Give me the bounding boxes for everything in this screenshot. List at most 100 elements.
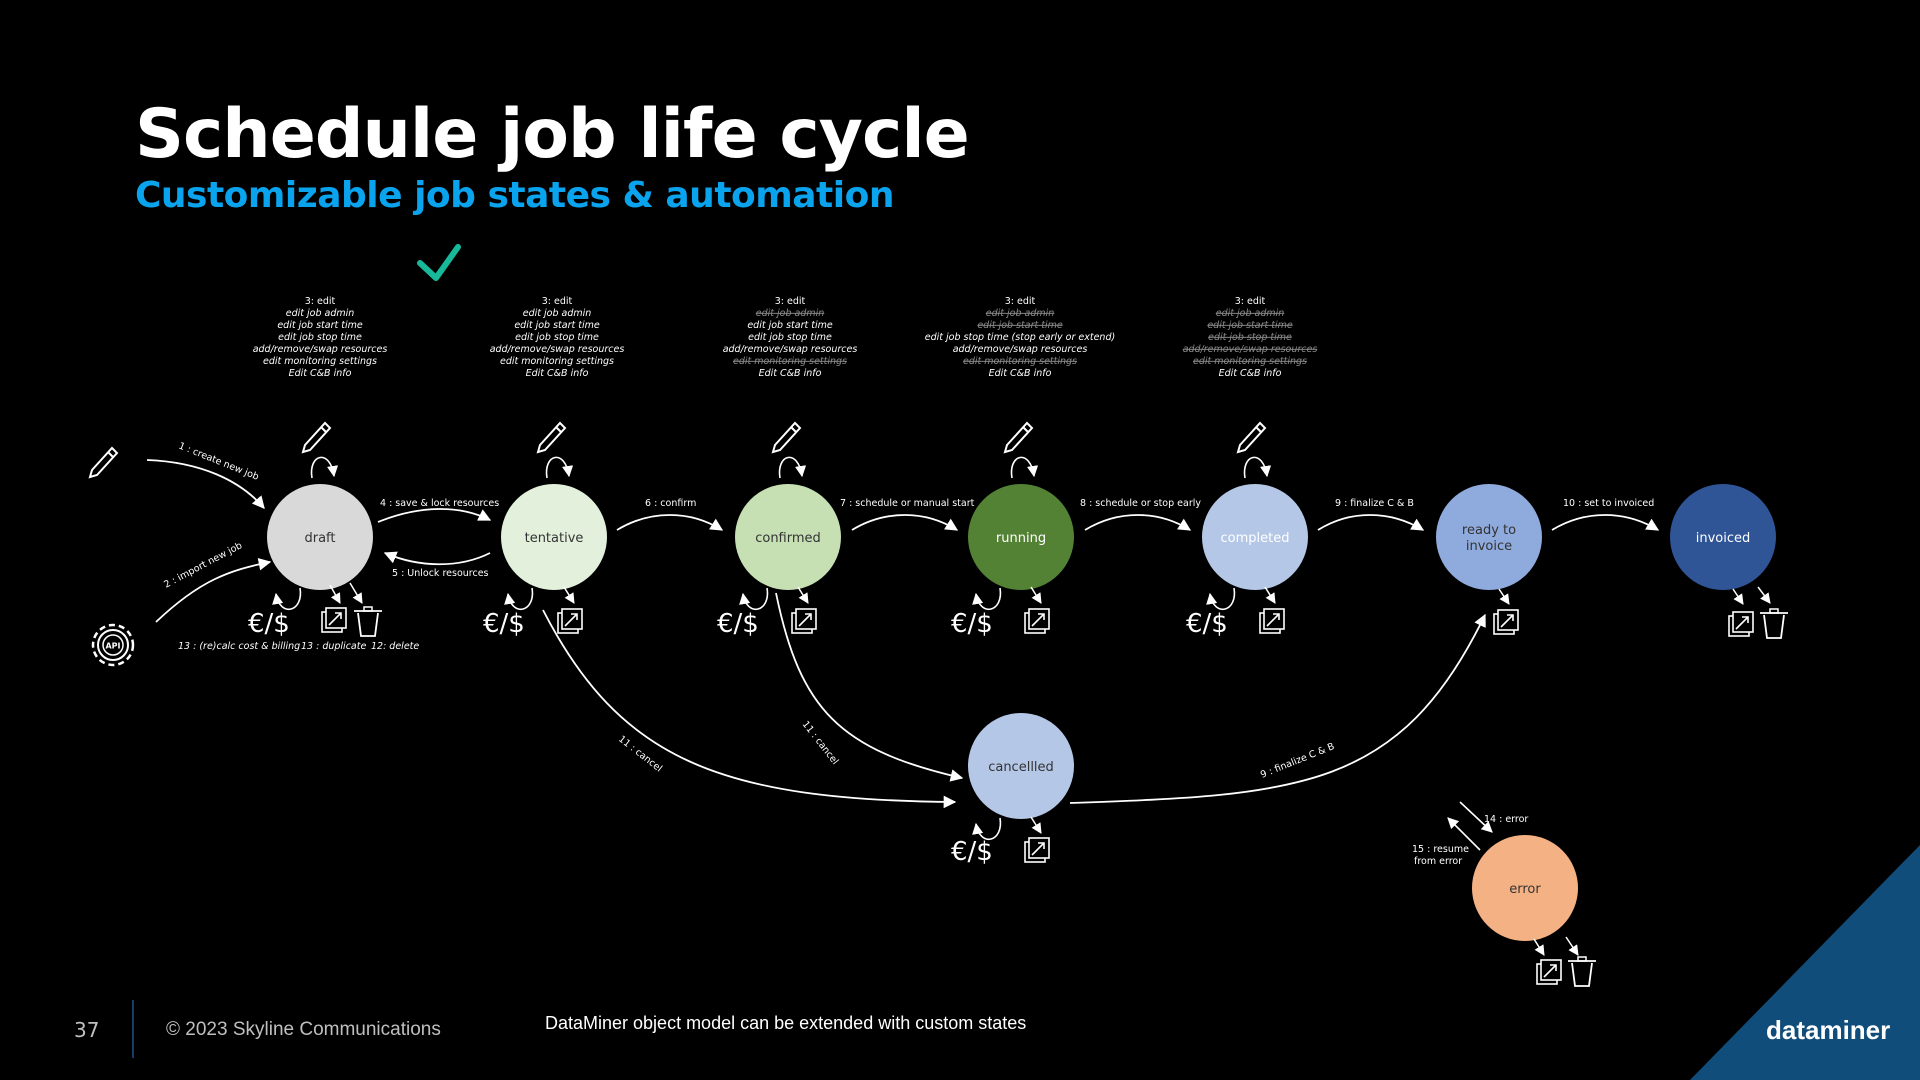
edit-loop-arrow [312,457,334,478]
state-tentative: tentative [501,484,607,590]
caption-line-struck: edit job admin [986,308,1055,319]
state-label: invoiced [1696,531,1751,546]
edge-label-schedule-stop: 8 : schedule or stop early [1080,498,1201,509]
caption-line: add/remove/swap resources [723,344,858,355]
edge-label-set-invoiced: 10 : set to invoiced [1563,498,1654,509]
caption-line: edit job start time [747,320,833,331]
footer-divider [132,1000,134,1058]
edge-save-lock [377,508,492,523]
pencil-icon [302,422,331,453]
edge-label-cancel-tentative: 11 : cancel [616,734,664,775]
duplicate-arrow [1498,588,1510,605]
caption-line: edit job stop time (stop early or extend… [925,332,1115,343]
duplicate-icon [791,608,817,634]
caption-line: 3: edit [1235,296,1266,307]
caption-line: Edit C&B info [1219,368,1282,379]
duplicate-arrow [329,584,341,604]
currency-icon: €/$ [483,609,525,639]
caption-line: Edit C&B info [989,368,1052,379]
caption-line: edit job admin [286,308,355,319]
pencil-icon [537,422,566,453]
caption-line-struck: edit monitoring settings [1193,356,1307,367]
page-title: Schedule job life cycle [135,95,970,174]
state-completed: completed [1202,484,1308,590]
pencil-icon [89,447,118,478]
edge-label-confirm: 6 : confirm [645,498,696,509]
edge-label-error: 14 : error [1484,814,1528,825]
currency-icon: €/$ [951,609,993,639]
caption-line: 3: edit [305,296,336,307]
currency-icon: €/$ [717,609,759,639]
edge-schedule-start [851,514,959,531]
duplicate-icon [1024,837,1050,863]
edit-loop-arrow [547,457,569,478]
edge-label-unlock: 5 : Unlock resources [392,568,489,579]
brand-logo: dataminer [1766,1015,1891,1045]
duplicate-icon [1259,608,1285,634]
state-running: running [968,484,1074,590]
duplicate-icon [1493,609,1519,635]
caption-line: edit monitoring settings [500,356,614,367]
duplicate-icon [1536,959,1562,985]
state-label: ready to [1462,523,1516,538]
trash-icon [1567,956,1597,987]
caption-line: Edit C&B info [759,368,822,379]
caption-line: 3: edit [1005,296,1036,307]
caption-line: 3: edit [775,296,806,307]
edge-label-save-lock: 4 : save & lock resources [380,498,499,509]
caption-line-struck: edit job start time [1207,320,1293,331]
caption-line-struck: add/remove/swap resources [1183,344,1318,355]
caption-line-struck: edit job stop time [1208,332,1292,343]
page-number: 37 [74,1018,100,1042]
caption-line: Edit C&B info [526,368,589,379]
trash-icon [353,606,383,637]
edge-import [155,558,272,623]
edge-label-schedule-start: 7 : schedule or manual start [840,498,975,509]
edge-label-create: 1 : create new job [177,441,260,483]
pencil-icon [772,422,801,453]
caption-line: edit job admin [523,308,592,319]
edge-schedule-stop [1084,514,1192,531]
recalc-loop-arrow [976,588,1000,609]
trash-icon [1759,608,1789,639]
caption-draft: 3: edit edit job admin edit job start ti… [253,296,388,379]
caption-line: edit job start time [277,320,363,331]
duplicate-arrow [797,586,809,604]
caption-line: Edit C&B info [289,368,352,379]
state-confirmed: confirmed [735,484,841,590]
checkmark-icon [417,244,461,281]
edge-label-resume-1: 15 : resume [1412,844,1469,855]
page-subtitle: Customizable job states & automation [135,175,894,216]
caption-line-struck: edit monitoring settings [733,356,847,367]
caption-running: 3: edit edit job admin edit job start ti… [925,296,1115,379]
edge-set-invoiced [1551,514,1660,531]
caption-line-struck: edit job admin [756,308,825,319]
duplicate-icon [1024,608,1050,634]
edge-label-import: 2 : import new job [162,540,244,590]
edge-label-recalc: 13 : (re)calc cost & billing [178,641,300,652]
edge-label-finalize: 9 : finalize C & B [1335,498,1414,509]
caption-line: add/remove/swap resources [953,344,1088,355]
edge-create [146,459,265,509]
pencil-icon [1004,422,1033,453]
currency-icon: €/$ [248,609,290,639]
duplicate-arrow [1533,938,1545,956]
caption-line: edit job stop time [515,332,599,343]
duplicate-icon [321,607,347,633]
caption-line: edit monitoring settings [263,356,377,367]
edge-label-duplicate: 13 : duplicate [301,641,366,652]
pencil-icon [1237,422,1266,453]
recalc-loop-arrow [276,588,300,609]
edge-cancel-confirmed [775,592,964,782]
caption-line: edit job stop time [278,332,362,343]
currency-icon: €/$ [951,837,993,867]
edge-finalize-cancelled [1069,613,1486,804]
state-label: tentative [525,531,584,546]
edit-loop-arrow [780,457,802,478]
edge-confirm [616,514,724,531]
caption-line-struck: edit job admin [1216,308,1285,319]
caption-line: add/remove/swap resources [253,344,388,355]
state-label: cancellled [988,760,1054,775]
